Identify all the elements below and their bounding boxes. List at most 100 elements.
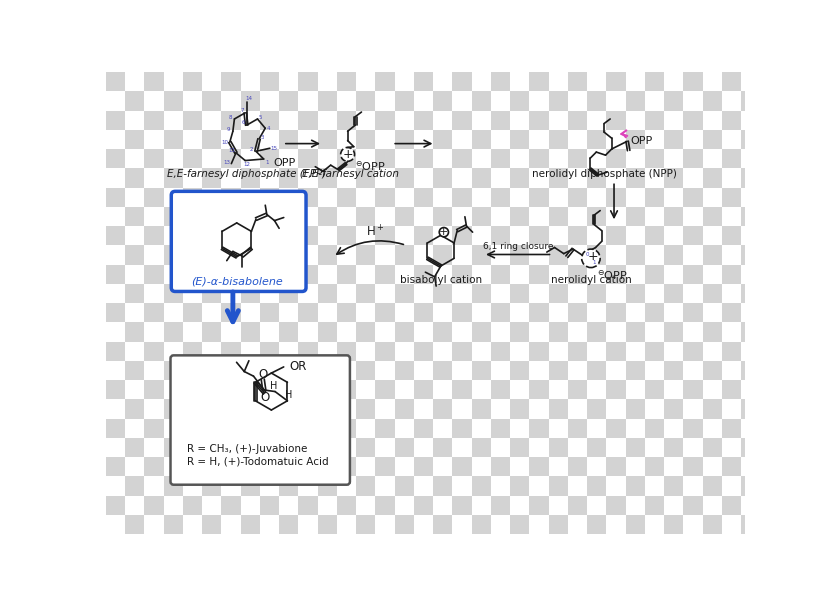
Bar [375, 457, 394, 476]
Bar [241, 53, 260, 72]
Bar [433, 91, 452, 110]
Bar [144, 515, 164, 534]
Bar [491, 53, 510, 72]
Bar [760, 168, 779, 187]
Bar [664, 476, 683, 496]
Bar [645, 438, 664, 457]
Bar [144, 34, 164, 53]
Bar [144, 399, 164, 419]
Bar [222, 361, 241, 380]
Bar [702, 168, 722, 187]
Bar [241, 168, 260, 187]
Bar [183, 438, 202, 457]
Bar [587, 72, 607, 91]
Bar [664, 438, 683, 457]
Bar [491, 476, 510, 496]
Bar [222, 265, 241, 284]
Bar [318, 476, 337, 496]
Bar [722, 149, 741, 168]
Bar [607, 399, 626, 419]
Bar [260, 130, 279, 149]
Bar [683, 341, 702, 361]
Bar [702, 322, 722, 341]
Bar [741, 399, 760, 419]
Bar [702, 110, 722, 130]
Bar [683, 168, 702, 187]
Bar [702, 457, 722, 476]
Bar [549, 34, 568, 53]
Bar [279, 265, 298, 284]
Bar [356, 130, 375, 149]
Bar [260, 419, 279, 438]
Bar [471, 496, 491, 515]
Bar [125, 284, 144, 303]
Bar [202, 226, 222, 245]
Bar [549, 168, 568, 187]
Bar [452, 53, 471, 72]
Bar [741, 457, 760, 476]
Bar [241, 207, 260, 226]
Bar [260, 168, 279, 187]
Bar [722, 419, 741, 438]
Text: 6,1 ring closure: 6,1 ring closure [482, 242, 553, 251]
Bar [356, 380, 375, 399]
Bar [568, 187, 587, 207]
Bar [337, 149, 356, 168]
Bar [510, 380, 530, 399]
Bar [471, 207, 491, 226]
Bar [279, 419, 298, 438]
Bar [144, 457, 164, 476]
Bar [645, 72, 664, 91]
Bar [337, 34, 356, 53]
Bar [106, 110, 125, 130]
Bar [491, 187, 510, 207]
Bar [394, 130, 414, 149]
Bar [164, 72, 183, 91]
Bar [741, 187, 760, 207]
Bar [760, 110, 779, 130]
Bar [356, 399, 375, 419]
Bar [414, 53, 433, 72]
Bar [279, 226, 298, 245]
Bar [298, 110, 318, 130]
Bar [375, 207, 394, 226]
Bar [414, 303, 433, 322]
Bar [318, 72, 337, 91]
Bar [183, 303, 202, 322]
Bar [645, 34, 664, 53]
Bar [260, 91, 279, 110]
Bar [144, 72, 164, 91]
Bar [164, 149, 183, 168]
Bar [298, 515, 318, 534]
Bar [530, 496, 549, 515]
Bar [164, 322, 183, 341]
Bar [337, 226, 356, 245]
Bar [144, 303, 164, 322]
Bar [375, 303, 394, 322]
Bar [587, 207, 607, 226]
Bar [510, 168, 530, 187]
Bar [318, 419, 337, 438]
Bar [318, 91, 337, 110]
Text: 0: 0 [586, 252, 589, 257]
Bar [607, 419, 626, 438]
Bar [125, 149, 144, 168]
Bar [144, 438, 164, 457]
Circle shape [340, 148, 354, 161]
Bar [722, 207, 741, 226]
Bar [183, 226, 202, 245]
Bar [260, 110, 279, 130]
Bar [549, 187, 568, 207]
Bar [298, 399, 318, 419]
Bar [471, 399, 491, 419]
Bar [741, 110, 760, 130]
Bar [587, 419, 607, 438]
Bar [125, 265, 144, 284]
Bar [722, 168, 741, 187]
Bar [106, 515, 125, 534]
Bar [607, 438, 626, 457]
Bar [471, 438, 491, 457]
Bar [664, 110, 683, 130]
Bar [356, 168, 375, 187]
Bar [683, 110, 702, 130]
